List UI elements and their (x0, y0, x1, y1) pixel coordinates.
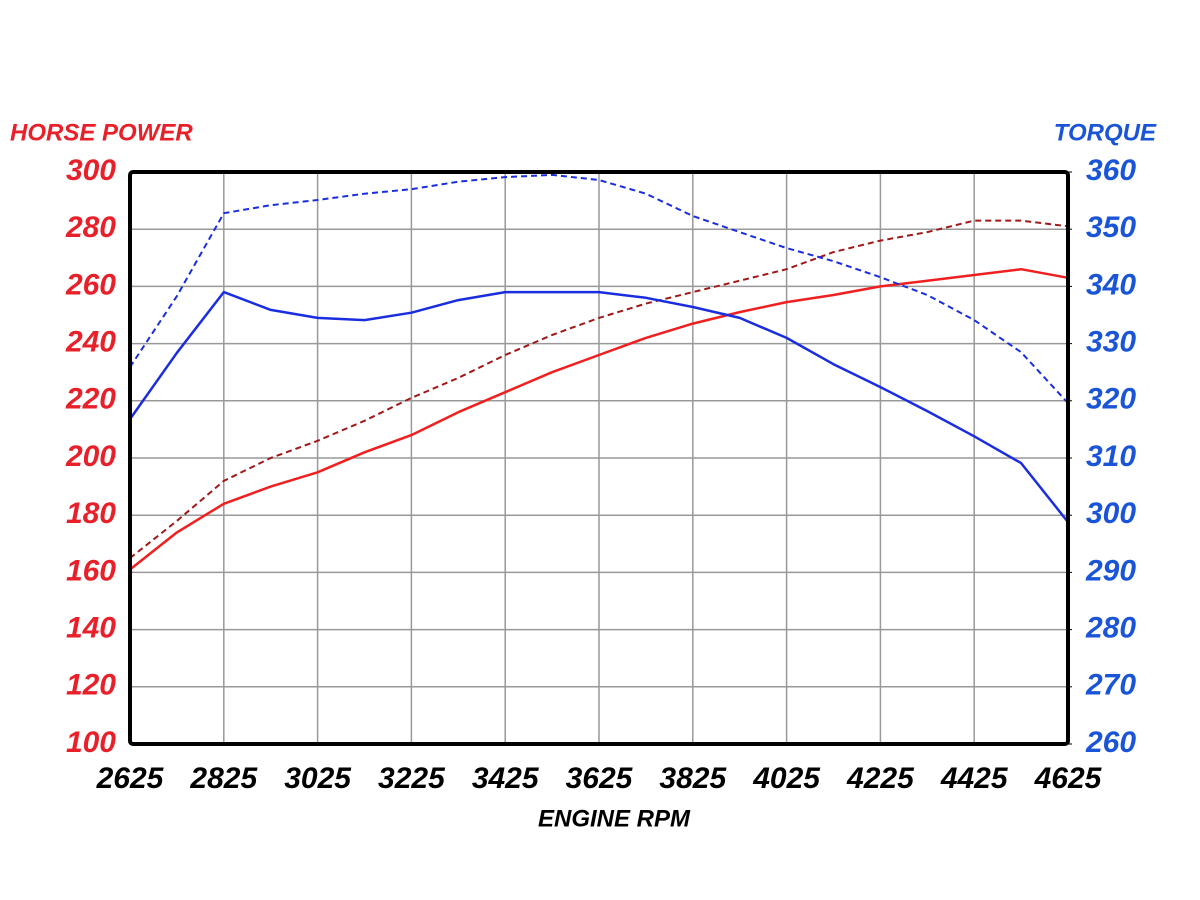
y2-axis-label: TORQUE (1054, 119, 1157, 146)
y-tick-label: 260 (65, 268, 116, 301)
x-tick-label: 2825 (189, 762, 258, 795)
y2-tick-label: 270 (1085, 669, 1136, 702)
y-tick-label: 140 (66, 612, 116, 645)
y-tick-label: 280 (65, 211, 116, 244)
y-tick-label: 200 (65, 440, 116, 473)
x-tick-label: 4425 (940, 762, 1009, 795)
x-tick-label: 4225 (846, 762, 915, 795)
y2-tick-label: 260 (1085, 726, 1136, 759)
y2-tick-label: 290 (1085, 554, 1136, 587)
x-axis-label: ENGINE RPM (538, 805, 691, 832)
line (129, 267, 1069, 571)
y-tick-label: 300 (66, 154, 116, 187)
y2-tick-label: 330 (1086, 326, 1136, 359)
dashed-line (129, 219, 1069, 559)
y-axis-label: HORSE POWER (10, 119, 193, 146)
y-tick-label: 100 (66, 726, 116, 759)
line (128, 290, 1069, 523)
x-tick-label: 4025 (752, 762, 821, 795)
y2-tick-label: 300 (1086, 497, 1136, 530)
y2-tick-label: 320 (1086, 383, 1136, 416)
dashed-line (129, 173, 1069, 404)
x-tick-label: 4625 (1034, 762, 1103, 795)
x-tick-label: 3025 (284, 762, 352, 795)
y2-tick-label: 340 (1086, 268, 1136, 301)
x-tick-label: 3625 (566, 762, 634, 795)
y-tick-label: 120 (66, 669, 116, 702)
y2-tick-label: 310 (1086, 440, 1136, 473)
x-tick-label: 3825 (659, 762, 727, 795)
y2-tick-label: 280 (1085, 612, 1136, 645)
y2-tick-label: 350 (1086, 211, 1136, 244)
y-tick-label: 240 (65, 326, 116, 359)
x-tick-label: 3225 (378, 762, 446, 795)
y-tick-label: 220 (65, 383, 116, 416)
y-tick-label: 180 (66, 497, 116, 530)
y-tick-label: 160 (66, 554, 116, 587)
y2-tick-label: 360 (1086, 154, 1136, 187)
plot-frame (128, 170, 1070, 746)
x-tick-label: 2625 (96, 762, 165, 795)
x-tick-label: 3425 (472, 762, 540, 795)
